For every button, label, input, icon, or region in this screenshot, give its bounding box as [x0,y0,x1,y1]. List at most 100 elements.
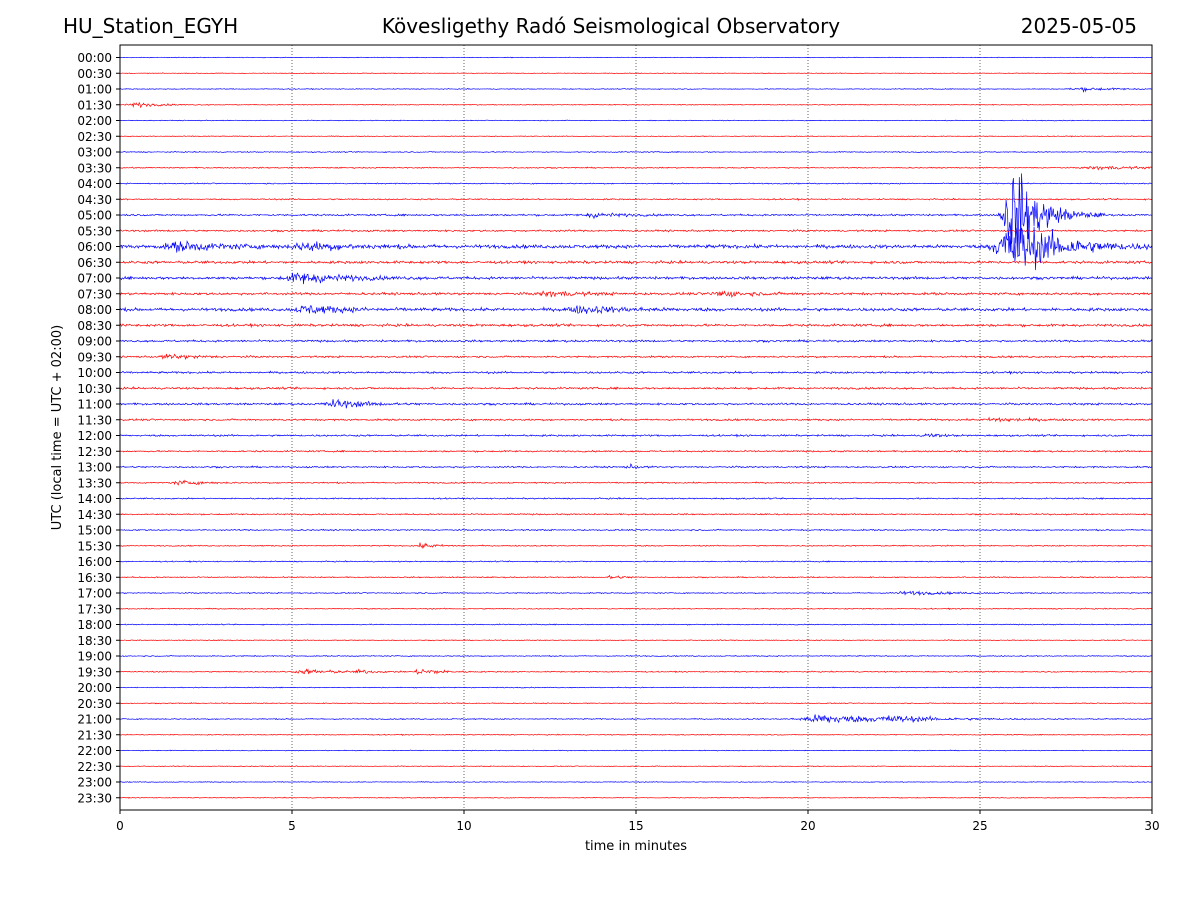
y-tick-label: 14:30 [77,508,112,522]
trace-2130 [119,733,1153,736]
y-tick-label: 02:30 [77,130,112,144]
y-tick-label: 13:30 [77,476,112,490]
trace-1600 [119,560,1153,563]
x-tick-label: 20 [800,819,815,833]
y-tick-label: 14:00 [77,492,112,506]
trace-1330 [119,479,1153,486]
trace-1530 [119,542,1153,549]
y-tick-label: 19:00 [77,650,112,664]
y-tick-label: 00:30 [77,67,112,81]
y-tick-label: 22:30 [77,760,112,774]
station-name: HU_Station_EGYH [63,14,239,38]
trace-0430 [119,197,1153,201]
y-tick-label: 08:00 [77,303,112,317]
x-tick-label: 25 [972,819,987,833]
seismogram-traces [119,56,1153,799]
trace-2300 [119,781,1153,783]
y-tick-label: 04:30 [77,193,112,207]
trace-1700 [119,590,1153,597]
y-axis-label: UTC (local time = UTC + 02:00) [50,325,65,530]
trace-1230 [119,449,1153,453]
trace-2330 [119,796,1153,799]
trace-2200 [119,749,1153,752]
trace-1300 [119,463,1153,470]
grid-lines [291,45,981,810]
y-tick-label: 17:00 [77,587,112,601]
y-tick-label: 21:30 [77,728,112,742]
y-tick-label: 09:00 [77,335,112,349]
y-tick-label: 11:00 [77,398,112,412]
x-tick-label: 30 [1144,819,1159,833]
trace-1100 [119,398,1153,409]
trace-0200 [119,119,1153,122]
trace-0130 [119,101,1153,109]
y-tick-label: 02:00 [77,114,112,128]
x-tick-label: 5 [288,819,296,833]
y-tick-label: 10:00 [77,366,112,380]
y-tick-label: 09:30 [77,350,112,364]
trace-0800 [119,304,1153,315]
y-tick-label: 01:30 [77,98,112,112]
y-tick-label: 19:30 [77,665,112,679]
y-tick-label: 15:30 [77,539,112,553]
trace-0500 [119,173,1153,258]
trace-0730 [119,290,1153,299]
trace-1430 [119,512,1153,516]
trace-0000 [119,56,1153,59]
y-tick-label: 03:00 [77,146,112,160]
trace-1030 [119,386,1153,391]
y-tick-label: 06:30 [77,256,112,270]
y-tick-label: 04:00 [77,177,112,191]
x-tick-label: 0 [116,819,124,833]
trace-0100 [119,86,1153,93]
y-tick-label: 13:00 [77,461,112,475]
trace-0830 [119,322,1153,329]
y-tick-label: 01:00 [77,83,112,97]
x-axis-label: time in minutes [585,839,687,854]
trace-1730 [119,607,1153,611]
trace-1130 [119,416,1153,423]
y-tick-label: 18:00 [77,618,112,632]
y-tick-label: 12:30 [77,445,112,459]
y-tick-label: 17:30 [77,602,112,616]
trace-1200 [119,433,1153,438]
x-axis-ticks: 0 5 10 15 20 25 30 [116,810,1160,833]
x-tick-label: 10 [456,819,471,833]
trace-0230 [119,135,1153,138]
y-tick-label: 07:00 [77,272,112,286]
trace-1000 [119,370,1153,376]
trace-2000 [119,686,1153,689]
y-tick-label: 11:30 [77,413,112,427]
trace-1630 [120,574,1153,580]
trace-2230 [119,765,1153,768]
y-tick-label: 05:30 [77,224,112,238]
trace-0030 [119,72,1153,75]
trace-1400 [119,497,1153,501]
trace-0400 [119,182,1153,185]
trace-1900 [119,654,1153,658]
trace-0900 [119,338,1153,343]
y-tick-label: 05:00 [77,209,112,223]
y-tick-label: 23:00 [77,776,112,790]
plot-date: 2025-05-05 [1020,14,1137,38]
y-tick-label: 06:00 [77,240,112,254]
trace-2030 [119,702,1153,705]
trace-0530 [119,228,1153,233]
trace-1830 [119,639,1153,642]
trace-0330 [119,165,1153,171]
y-tick-label: 03:30 [77,161,112,175]
y-tick-label: 10:30 [77,382,112,396]
trace-0630 [119,259,1153,266]
y-tick-label: 20:00 [77,681,112,695]
y-tick-label: 12:00 [77,429,112,443]
y-tick-label: 15:00 [77,524,112,538]
y-tick-label: 07:30 [77,287,112,301]
trace-0300 [119,150,1153,154]
y-tick-label: 20:30 [77,697,112,711]
trace-1930 [119,668,1153,675]
trace-0930 [119,353,1153,361]
y-tick-label: 16:30 [77,571,112,585]
x-tick-label: 15 [628,819,643,833]
